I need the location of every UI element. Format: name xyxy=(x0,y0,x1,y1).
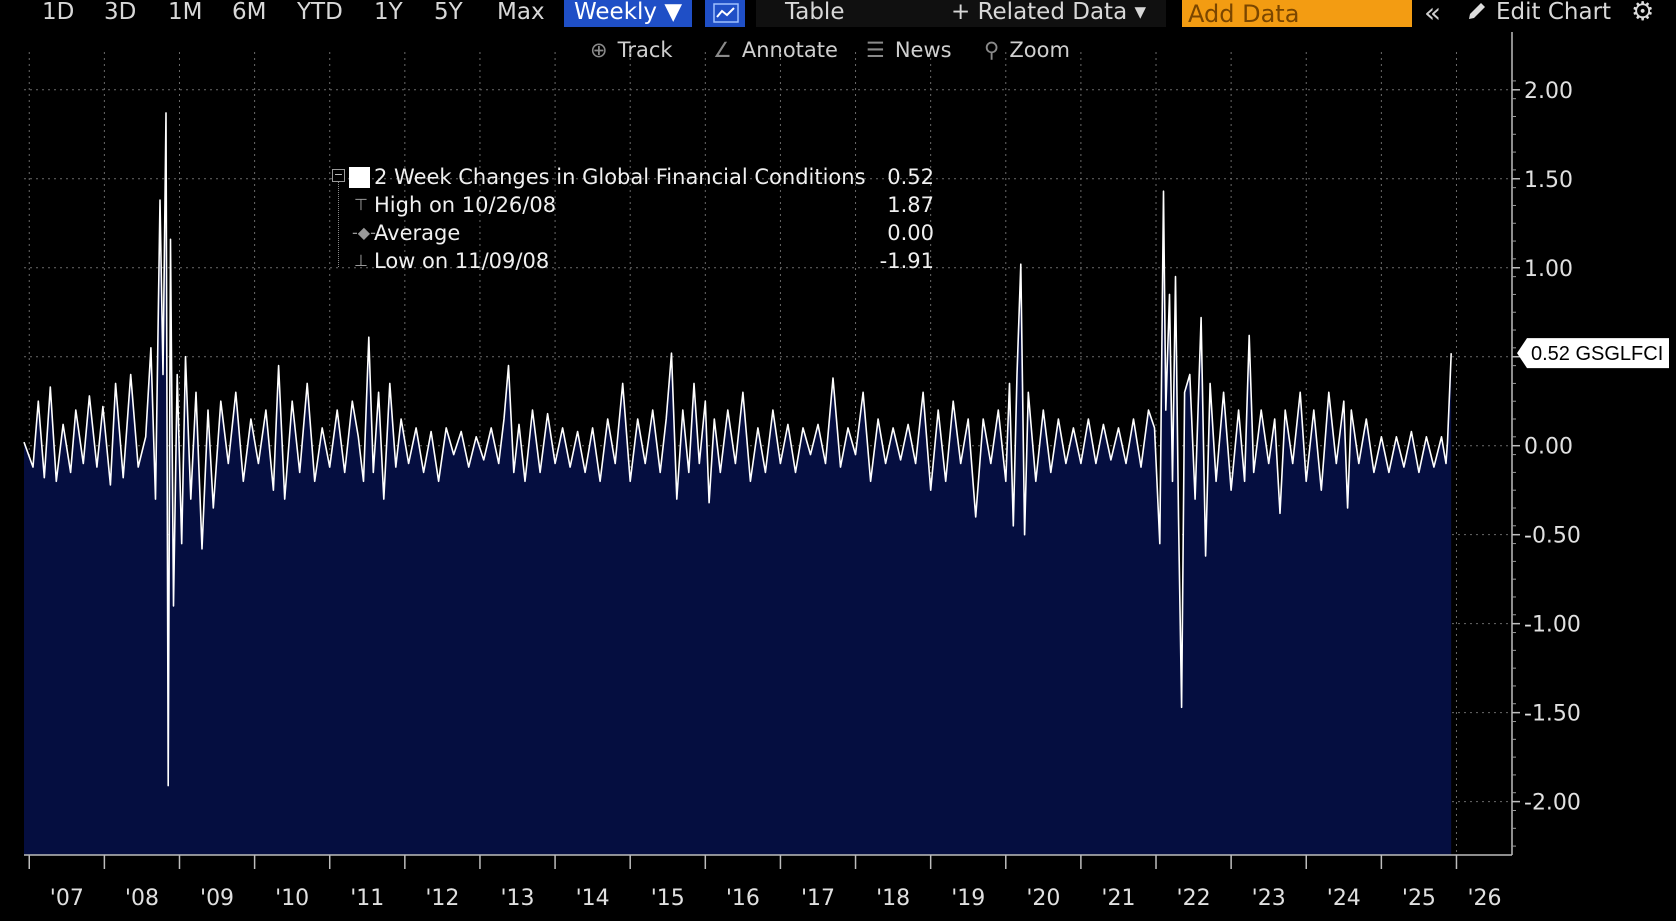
annotate-tool[interactable]: ∠ Annotate xyxy=(713,36,838,64)
legend-high-value: 1.87 xyxy=(887,193,934,217)
legend-series[interactable]: 2 Week Changes in Global Financial Condi… xyxy=(338,163,938,191)
legend-average-value: 0.00 xyxy=(887,221,934,245)
settings-icon[interactable]: ⚙ xyxy=(1631,0,1655,27)
range-button-1m[interactable]: 1M xyxy=(168,0,203,25)
x-tick-label: '14 xyxy=(576,886,610,911)
legend-series-label: 2 Week Changes in Global Financial Condi… xyxy=(374,165,866,189)
range-button-3d[interactable]: 3D xyxy=(104,0,137,25)
series-line xyxy=(23,112,1452,787)
series-area-fill xyxy=(24,112,1452,855)
x-tick-label: '17 xyxy=(801,886,835,911)
low-marker-icon: ⊥ xyxy=(354,251,368,270)
related-bg xyxy=(876,0,1166,27)
x-tick-label: '10 xyxy=(275,886,309,911)
legend-average-label: Average xyxy=(374,221,461,245)
y-tick-label: 0.00 xyxy=(1524,435,1573,460)
legend-low: ⊥ Low on 11/09/08 -1.91 xyxy=(338,247,938,275)
table-tab-bg xyxy=(756,0,876,27)
annotate-icon: ∠ xyxy=(713,38,732,62)
zoom-label: Zoom xyxy=(1009,38,1070,62)
y-tick-label: 1.50 xyxy=(1524,168,1573,193)
frequency-dropdown[interactable]: Weekly ▼ xyxy=(564,0,693,27)
crosshair-icon: ⊕ xyxy=(590,38,608,62)
x-tick-label: '16 xyxy=(726,886,760,911)
zoom-icon: ⚲ xyxy=(984,38,1000,62)
legend-high: ⊤ High on 10/26/08 1.87 xyxy=(338,191,938,219)
x-tick-label: '19 xyxy=(951,886,985,911)
legend: − 2 Week Changes in Global Financial Con… xyxy=(332,163,938,275)
range-button-5y[interactable]: 5Y xyxy=(434,0,463,25)
average-marker-icon: -◆- xyxy=(352,223,376,242)
range-button-1y[interactable]: 1Y xyxy=(374,0,403,25)
range-button-6m[interactable]: 6M xyxy=(232,0,267,25)
track-label: Track xyxy=(617,38,673,62)
x-tick-label: '21 xyxy=(1101,886,1135,911)
line-chart-icon xyxy=(713,3,739,23)
x-tick-label: '07 xyxy=(50,886,84,911)
edit-chart-label: Edit Chart xyxy=(1496,0,1612,25)
legend-low-label: Low on 11/09/08 xyxy=(374,249,550,273)
x-tick-label: '26 xyxy=(1467,886,1501,911)
range-button-ytd[interactable]: YTD xyxy=(297,0,343,25)
legend-low-value: -1.91 xyxy=(879,249,934,273)
series-swatch xyxy=(349,167,370,188)
add-data-input[interactable] xyxy=(1182,0,1412,27)
range-button-max[interactable]: Max xyxy=(497,0,545,25)
legend-tree-line xyxy=(338,169,349,267)
track-tool[interactable]: ⊕ Track xyxy=(590,36,673,64)
legend-series-value: 0.52 xyxy=(887,165,934,189)
last-value-tag-text: 0.52 GSGLFCI xyxy=(1531,343,1663,365)
x-tick-label: '22 xyxy=(1177,886,1211,911)
x-tick-label: '15 xyxy=(651,886,685,911)
news-label: News xyxy=(894,38,952,62)
y-tick-label: 1.00 xyxy=(1524,257,1573,282)
legend-high-label: High on 10/26/08 xyxy=(374,193,557,217)
y-tick-label: -1.00 xyxy=(1524,613,1581,638)
high-marker-icon: ⊤ xyxy=(354,195,368,214)
x-tick-label: '23 xyxy=(1252,886,1286,911)
range-button-1d[interactable]: 1D xyxy=(42,0,75,25)
y-axis-ticks: 2.00 1.50 1.00 0.00 -0.50 -1.00 -1.50 -2.00 xyxy=(1512,79,1581,847)
pencil-icon xyxy=(1469,3,1485,19)
news-tool[interactable]: ☰ News xyxy=(866,36,952,64)
edit-chart-button[interactable]: Edit Chart xyxy=(1466,0,1611,27)
y-tick-label: -2.00 xyxy=(1524,791,1581,816)
annotate-label: Annotate xyxy=(741,38,838,62)
x-tick-label: '09 xyxy=(200,886,234,911)
x-tick-label: '20 xyxy=(1026,886,1060,911)
toolbar: 1D 3D 1M 6M YTD 1Y 5Y Max Weekly ▼ Table + Rela… xyxy=(0,0,1676,30)
x-tick-label: '18 xyxy=(876,886,910,911)
x-tick-label: '25 xyxy=(1402,886,1436,911)
x-axis-ticks: '07 '08 '09 '10 '11 '12 '13 '14 '15 '16 '17 '18 '19 '… xyxy=(28,855,1502,911)
y-tick-label: 2.00 xyxy=(1524,79,1573,104)
chart-type-button[interactable] xyxy=(705,0,745,27)
x-tick-label: '11 xyxy=(350,886,384,911)
related-data-button[interactable]: + Related Data ▾ xyxy=(951,0,1147,25)
zoom-tool[interactable]: ⚲ Zoom xyxy=(984,36,1070,64)
legend-average: -◆- Average 0.00 xyxy=(338,219,938,247)
legend-collapse-icon[interactable]: − xyxy=(332,168,345,182)
y-tick-label: -0.50 xyxy=(1524,524,1581,549)
x-tick-label: '08 xyxy=(125,886,159,911)
collapse-button[interactable]: « xyxy=(1424,0,1442,29)
x-tick-label: '13 xyxy=(500,886,534,911)
table-button[interactable]: Table xyxy=(785,0,845,25)
x-tick-label: '12 xyxy=(425,886,459,911)
last-value-tag: 0.52 GSGLFCI xyxy=(1517,338,1669,369)
news-icon: ☰ xyxy=(866,38,885,62)
y-tick-label: -1.50 xyxy=(1524,702,1581,727)
x-tick-label: '24 xyxy=(1327,886,1361,911)
last-value-tag-shape xyxy=(1517,338,1669,369)
